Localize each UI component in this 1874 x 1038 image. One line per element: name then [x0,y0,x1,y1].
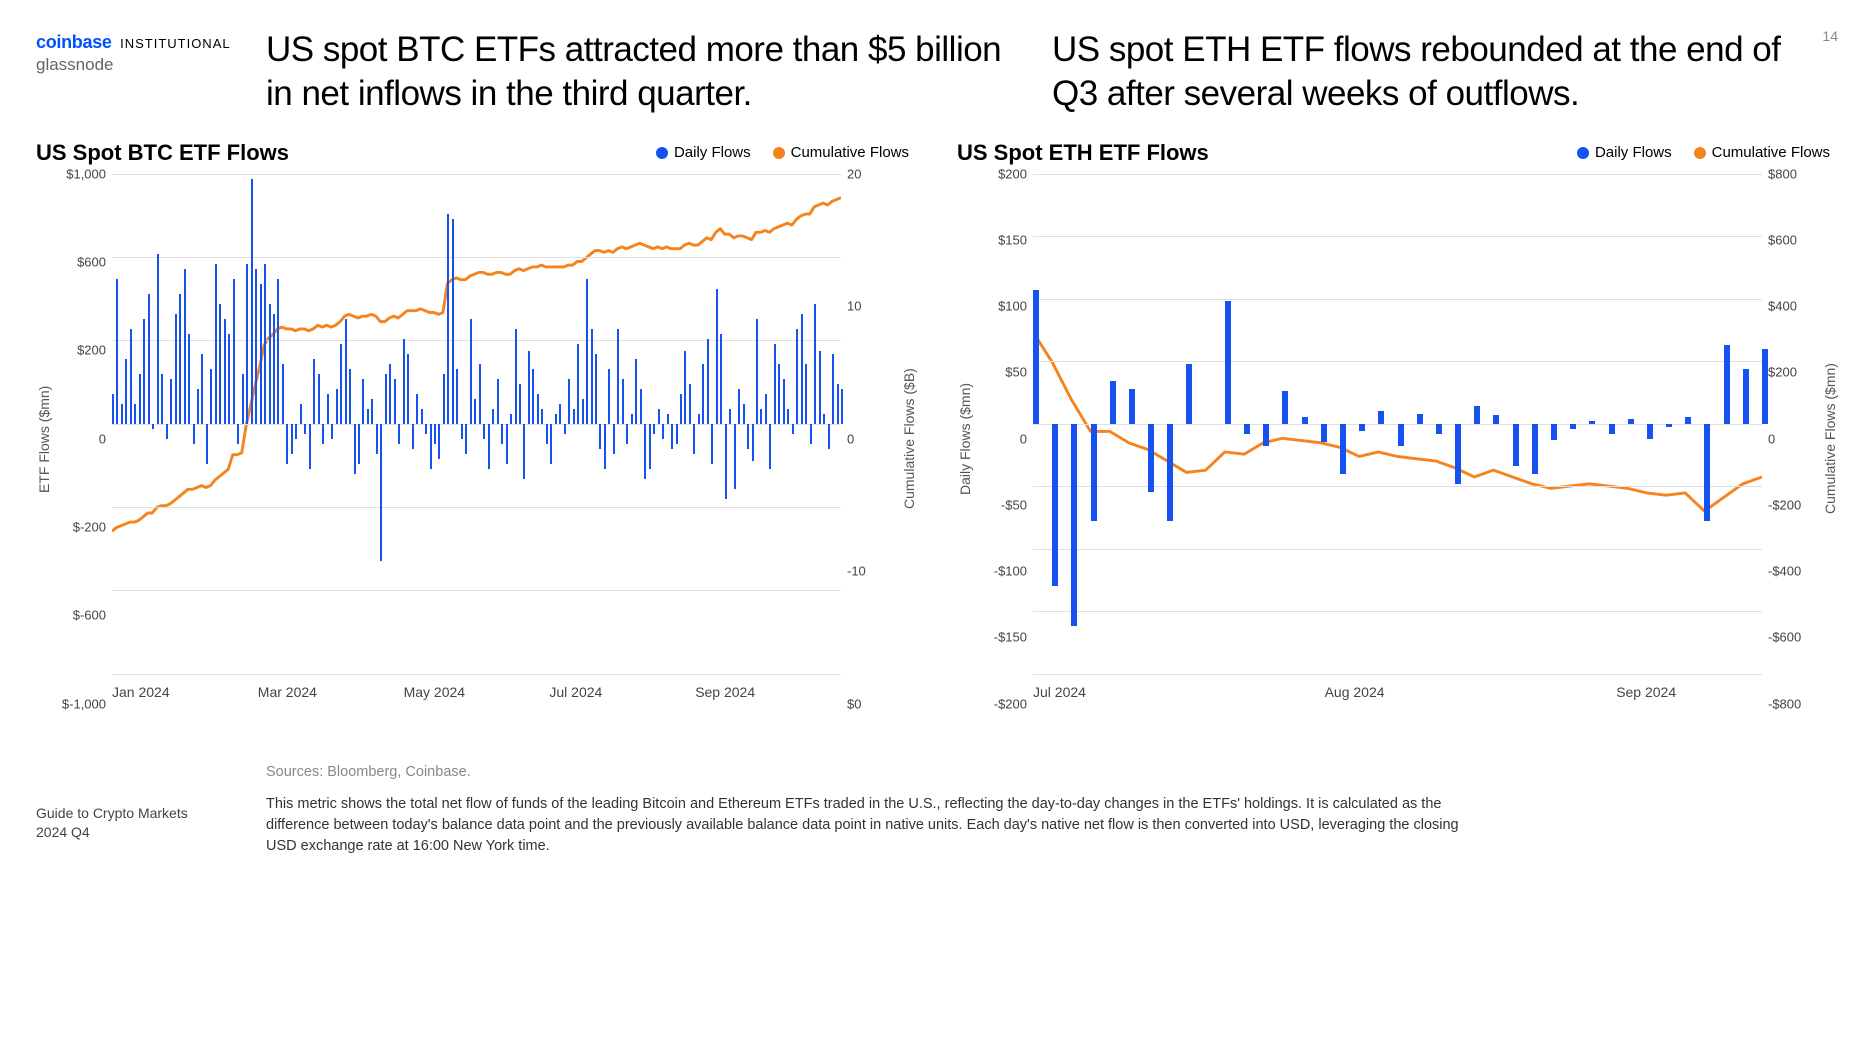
glassnode-logo: glassnode [36,55,266,75]
headline-left: US spot BTC ETFs attracted more than $5 … [266,28,1012,116]
legend-daily-label: Daily Flows [674,144,751,161]
legend-cumulative-label: Cumulative Flows [791,144,909,161]
eth-y2-axis: $800$600$400$2000-$200-$400-$600-$800 [1762,174,1822,704]
btc-cumulative-line [112,174,841,539]
legend-cumulative-dot [773,147,785,159]
btc-y1-axis-label: ETF Flows ($mn) [36,174,52,704]
btc-chart: US Spot BTC ETF Flows Daily Flows Cumula… [36,140,917,704]
sources-text: Sources: Bloomberg, Coinbase. [266,764,1838,780]
footer-line2: 2024 Q4 [36,823,266,843]
legend-daily-dot [1577,147,1589,159]
btc-legend: Daily Flows Cumulative Flows [656,144,909,161]
legend-cumulative-label: Cumulative Flows [1712,144,1830,161]
coinbase-logo: coinbase [36,32,112,52]
headline-right: US spot ETH ETF flows rebounded at the e… [1052,28,1798,116]
legend-daily-dot [656,147,668,159]
eth-y1-axis-label: Daily Flows ($mn) [957,174,973,704]
eth-x-axis: Jul 2024Aug 2024Sep 2024 [1033,684,1762,700]
legend-cumulative-dot [1694,147,1706,159]
eth-legend: Daily Flows Cumulative Flows [1577,144,1830,161]
eth-cumulative-line [1033,174,1762,539]
institutional-label: INSTITUTIONAL [120,36,231,51]
btc-y2-axis: 20100-10$0 [841,174,901,704]
btc-chart-title: US Spot BTC ETF Flows [36,140,289,166]
btc-plot-area: Jan 2024Mar 2024May 2024Jul 2024Sep 2024 [112,174,841,674]
brand-block: coinbase INSTITUTIONAL glassnode [36,28,266,75]
btc-y1-axis: $1,000$600$2000$-200$-600$-1,000 [52,174,112,704]
footer-caption: Guide to Crypto Markets 2024 Q4 [36,764,266,857]
eth-y2-axis-label: Cumulative Flows ($mn) [1822,174,1838,704]
eth-plot-area: Jul 2024Aug 2024Sep 2024 [1033,174,1762,674]
description-text: This metric shows the total net flow of … [266,794,1466,857]
btc-x-axis: Jan 2024Mar 2024May 2024Jul 2024Sep 2024 [112,684,841,700]
footer-line1: Guide to Crypto Markets [36,804,266,824]
page-number: 14 [1798,28,1838,44]
legend-daily-label: Daily Flows [1595,144,1672,161]
eth-chart: US Spot ETH ETF Flows Daily Flows Cumula… [957,140,1838,704]
btc-y2-axis-label: Cumulative Flows ($B) [901,174,917,704]
eth-chart-title: US Spot ETH ETF Flows [957,140,1209,166]
eth-y1-axis: $200$150$100$500-$50-$100-$150-$200 [973,174,1033,704]
